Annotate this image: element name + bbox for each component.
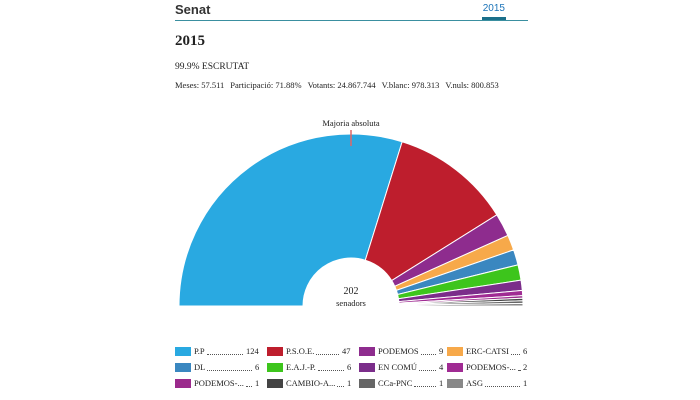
election-stats: Meses: 57.511 Participació: 71.88% Votants…	[175, 80, 505, 90]
legend-item: PODEMOS 9	[359, 346, 443, 358]
legend-leader-dots	[414, 386, 436, 387]
legend-item: PODEMOS-... 2	[447, 362, 527, 374]
legend-party-name: CAMBIO-A...	[286, 378, 336, 388]
legend-swatch	[267, 363, 283, 372]
total-seats-value: 202	[344, 286, 359, 297]
scrutiny-status: 99.9% ESCRUTAT	[175, 62, 250, 72]
legend-item: PODEMOS-... 1	[175, 378, 259, 390]
legend-leader-dots	[511, 354, 520, 355]
legend-item: ERC-CATSI 6	[447, 346, 527, 358]
legend-item: E.A.J.-P. 6	[267, 362, 351, 374]
legend-swatch	[359, 379, 375, 388]
legend-party-name: ASG	[466, 378, 484, 388]
legend-seat-count: 4	[439, 362, 444, 372]
election-year-heading: 2015	[175, 33, 205, 49]
stat-participacio: Participació: 71.88%	[230, 80, 302, 90]
legend-leader-dots	[246, 386, 252, 387]
legend-leader-dots	[318, 370, 344, 371]
legend-leader-dots	[316, 354, 339, 355]
legend-item: ASG 1	[447, 378, 527, 390]
legend-leader-dots	[518, 370, 520, 371]
legend-item: EN COMÚ 4	[359, 362, 443, 374]
legend-item: P.P 124	[175, 346, 259, 358]
legend-party-name: PODEMOS-...	[194, 378, 244, 388]
legend-party-name: DL	[194, 362, 206, 372]
legend-seat-count: 9	[439, 346, 444, 356]
legend-seat-count: 6	[523, 346, 528, 356]
stat-votants: Votants: 24.867.744	[307, 80, 376, 90]
legend-swatch	[175, 347, 191, 356]
page-header: Senat 2015	[175, 0, 528, 21]
legend-seat-count: 47	[342, 346, 351, 356]
seat-slice-11	[398, 302, 524, 307]
legend-swatch	[267, 347, 283, 356]
legend-leader-dots	[421, 354, 436, 355]
legend-swatch	[447, 363, 463, 372]
seat-slice-1	[364, 141, 498, 282]
majority-label: Majoria absoluta	[322, 118, 380, 128]
seat-arcs	[178, 133, 524, 307]
stat-meses: Meses: 57.511	[175, 80, 225, 90]
legend-swatch	[267, 379, 283, 388]
legend-party-name: P.S.O.E.	[286, 346, 315, 356]
legend-party-name: EN COMÚ	[378, 362, 417, 372]
legend-swatch	[359, 363, 375, 372]
stat-vblanc: V.blanc: 978.313	[381, 80, 440, 90]
legend-party-name: P.P	[194, 346, 205, 356]
legend-party-name: PODEMOS	[378, 346, 419, 356]
stat-vnuls: V.nuls: 800.853	[445, 80, 499, 90]
legend-seat-count: 1	[523, 378, 528, 388]
page-title: Senat	[175, 2, 211, 17]
legend-swatch	[175, 363, 191, 372]
total-seats-label: senadors	[336, 298, 366, 308]
legend-leader-dots	[485, 386, 520, 387]
legend-swatch	[175, 379, 191, 388]
legend-item: CCa-PNC 1	[359, 378, 443, 390]
legend-item: DL 6	[175, 362, 259, 374]
legend-leader-dots	[419, 370, 436, 371]
legend-leader-dots	[337, 386, 344, 387]
legend-leader-dots	[207, 370, 252, 371]
legend-seat-count: 6	[255, 362, 260, 372]
legend-item: CAMBIO-A... 1	[267, 378, 351, 390]
legend-seat-count: 124	[246, 346, 259, 356]
tab-2015[interactable]: 2015	[481, 3, 506, 20]
legend-item: P.S.O.E. 47	[267, 346, 351, 358]
legend-swatch	[359, 347, 375, 356]
legend-seat-count: 2	[523, 362, 528, 372]
legend-seat-count: 1	[347, 378, 352, 388]
legend-party-name: CCa-PNC	[378, 378, 413, 388]
legend-seat-count: 1	[255, 378, 260, 388]
legend-seat-count: 1	[439, 378, 444, 388]
legend-party-name: E.A.J.-P.	[286, 362, 316, 372]
seat-slice-0	[178, 133, 403, 307]
legend-party-name: ERC-CATSI	[466, 346, 509, 356]
legend-leader-dots	[207, 354, 243, 355]
legend-seat-count: 6	[347, 362, 352, 372]
legend-swatch	[447, 347, 463, 356]
legend-swatch	[447, 379, 463, 388]
legend-party-name: PODEMOS-...	[466, 362, 516, 372]
